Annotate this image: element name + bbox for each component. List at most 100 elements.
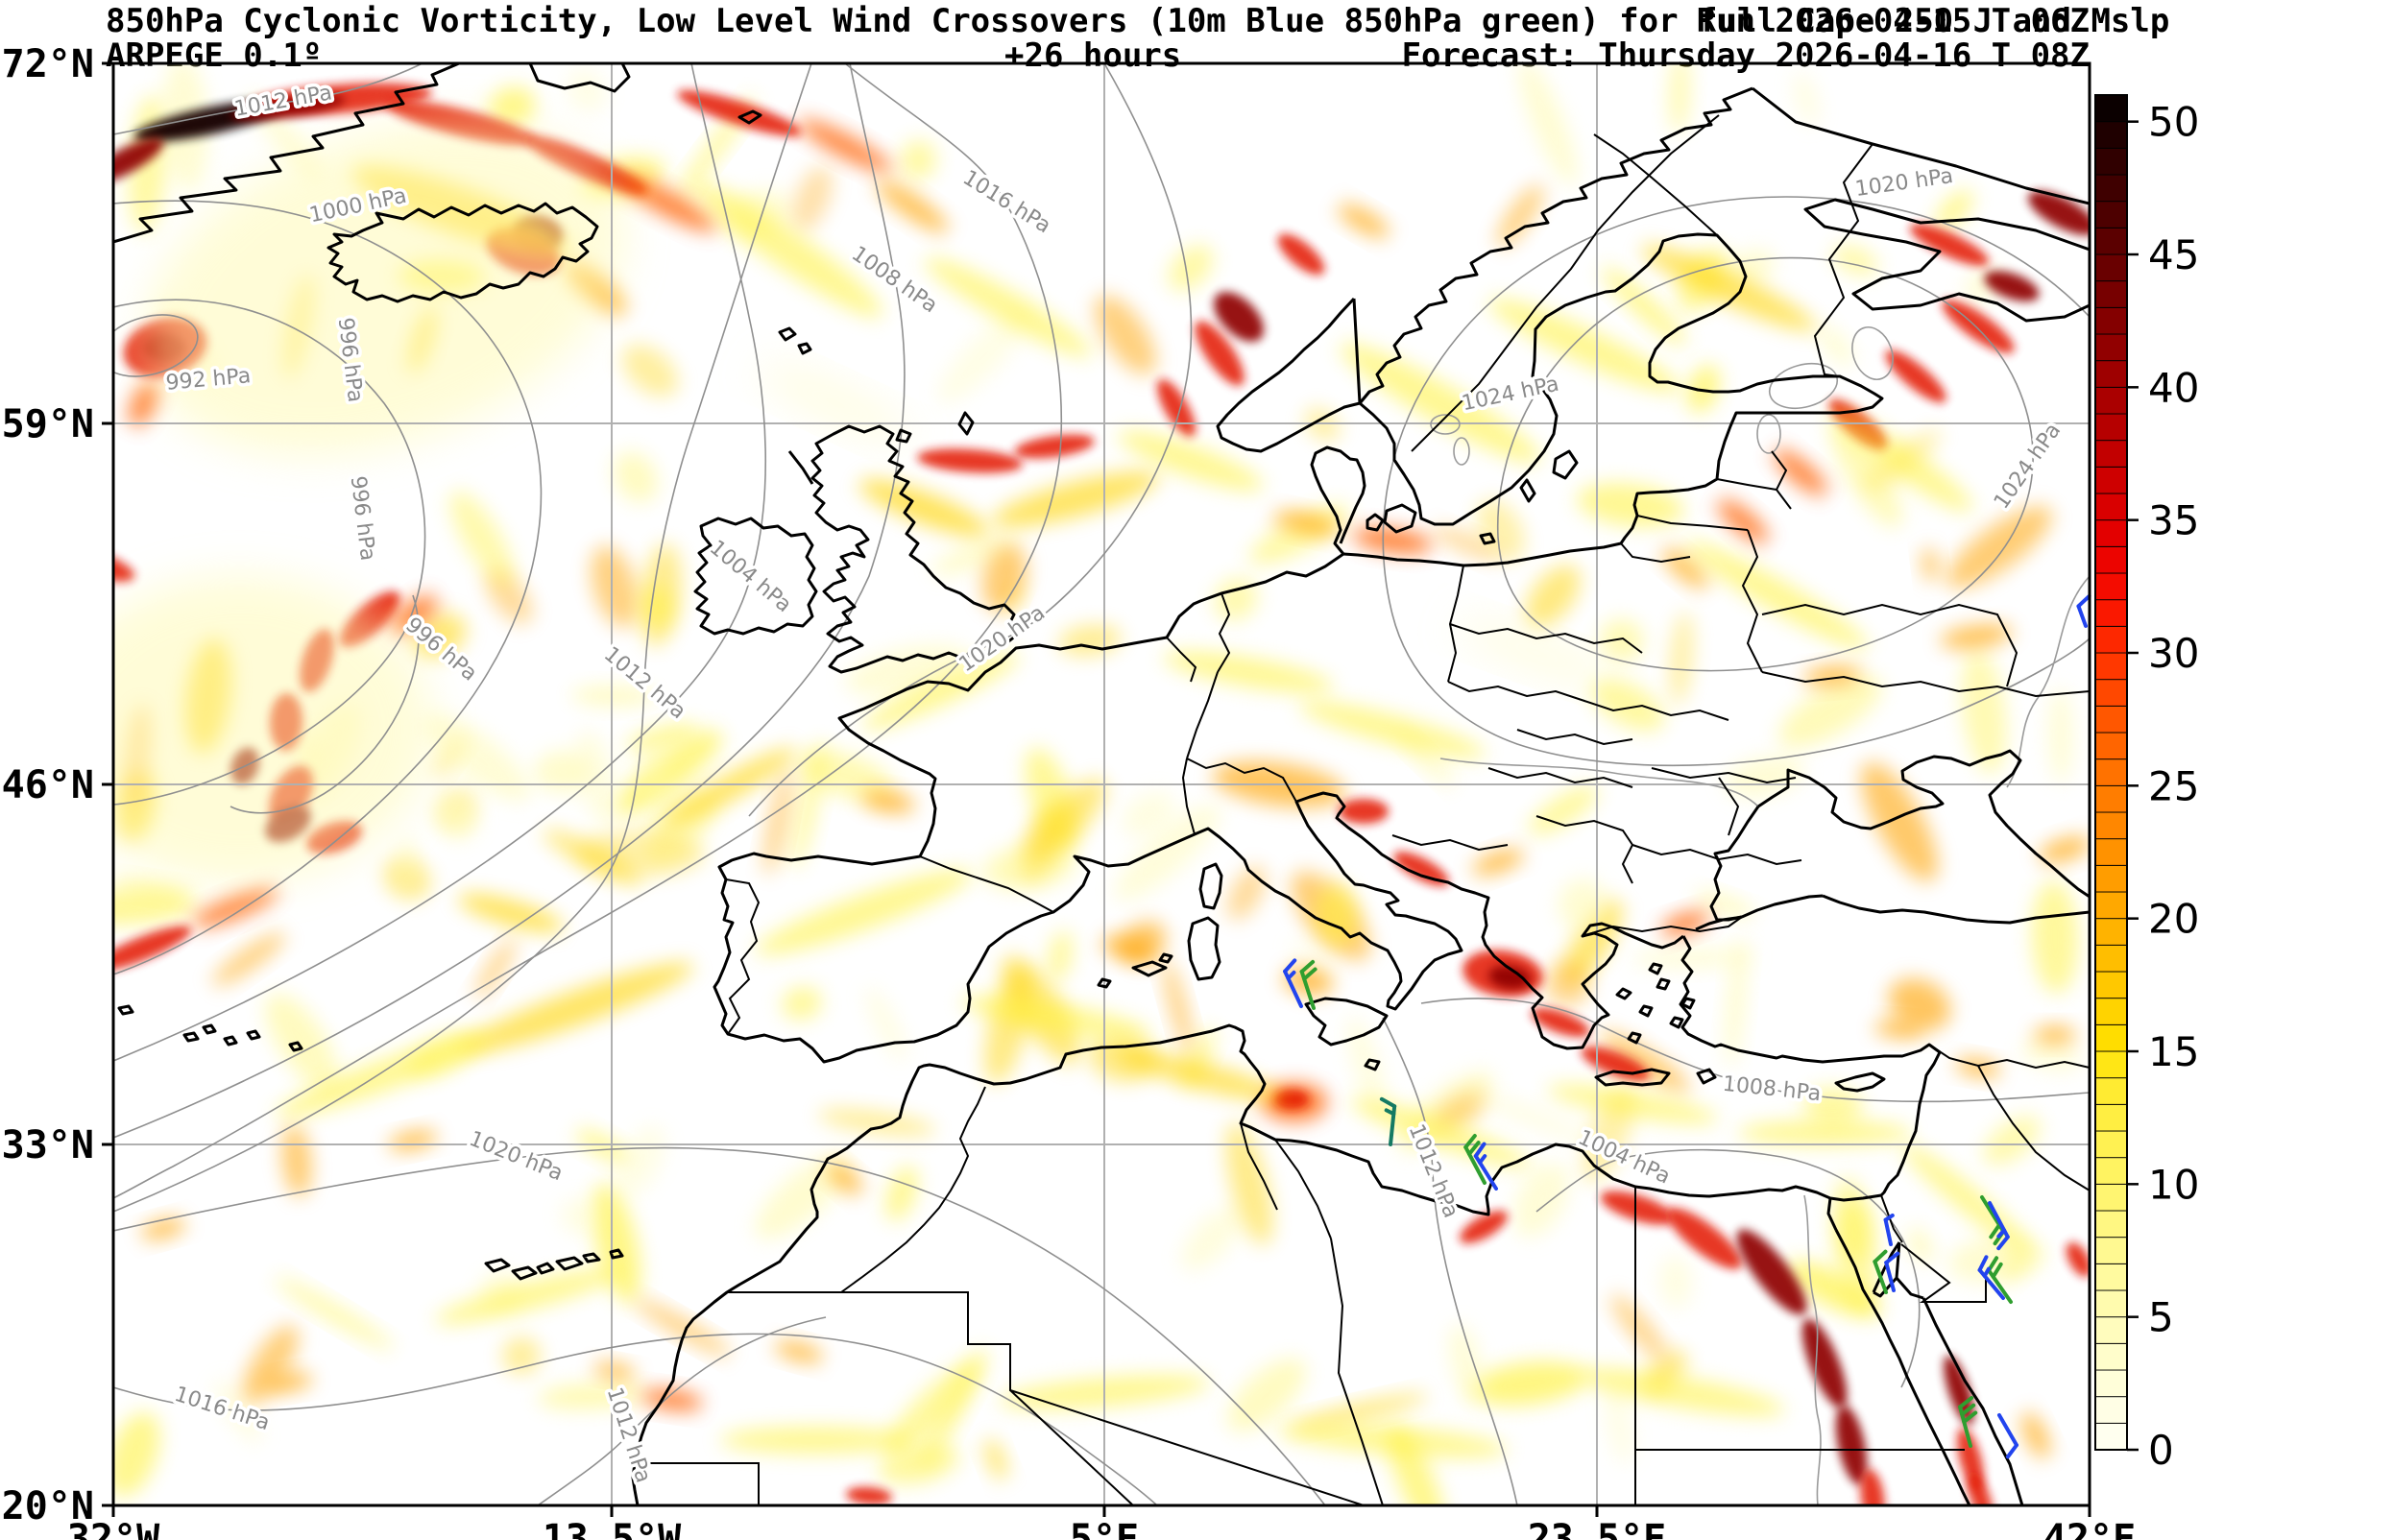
vorticity-feature bbox=[1195, 321, 1245, 386]
vorticity-feature bbox=[1885, 349, 1946, 403]
vorticity-wisp bbox=[458, 893, 564, 933]
vorticity-wisp bbox=[1829, 421, 1902, 528]
vorticity-wisp bbox=[214, 1379, 262, 1444]
colorbar-segment bbox=[2094, 1130, 2128, 1159]
isobar-label: 1004 hPa bbox=[705, 536, 796, 617]
vorticity-feature bbox=[827, 1163, 863, 1195]
isobar-label: 1020 hPa bbox=[1853, 164, 1954, 202]
colorbar-segment bbox=[2094, 838, 2128, 866]
colorbar-segment bbox=[2094, 1183, 2128, 1212]
colorbar-segment bbox=[2094, 1103, 2128, 1132]
vorticity-feature bbox=[1801, 1318, 1848, 1408]
vorticity-feature bbox=[1641, 245, 1816, 331]
vorticity-wisp bbox=[1528, 785, 1599, 835]
vorticity-feature bbox=[756, 869, 973, 955]
isobar-1020-s bbox=[113, 1146, 1326, 1505]
island-malta bbox=[1364, 1058, 1381, 1071]
vorticity-wisp bbox=[1114, 804, 1221, 902]
y-tick-label: 20°N bbox=[2, 1484, 94, 1528]
colorbar-segment bbox=[2094, 201, 2128, 229]
vorticity-wisp bbox=[1449, 1323, 1484, 1406]
colorbar-segment bbox=[2094, 784, 2128, 813]
colorbar-segment bbox=[2094, 386, 2128, 415]
lead-time-label: +26 hours bbox=[1004, 36, 1182, 75]
isobar-992 bbox=[113, 314, 199, 377]
barb-full bbox=[1379, 1096, 1397, 1109]
vorticity-wisp bbox=[1227, 1358, 1306, 1432]
vorticity-feature bbox=[1157, 378, 1196, 438]
colorbar-tick-label: 40 bbox=[2148, 364, 2199, 411]
colorbar-segment bbox=[2094, 705, 2128, 734]
vorticity-feature bbox=[143, 120, 625, 456]
wind-barb-green bbox=[1463, 1134, 1487, 1185]
lake-vattern bbox=[1453, 437, 1470, 466]
vorticity-wisp bbox=[1726, 935, 1747, 1068]
vorticity-feature bbox=[1460, 1211, 1508, 1243]
vorticity-feature bbox=[991, 470, 1160, 528]
vorticity-wisp bbox=[1496, 184, 1544, 248]
wind-barb-blue bbox=[1473, 1142, 1498, 1191]
vorticity-wisp bbox=[2047, 687, 2074, 783]
vorticity-wisp bbox=[1668, 63, 1691, 133]
vorticity-feature bbox=[798, 119, 892, 173]
colorbar-segment bbox=[2094, 280, 2128, 308]
colorbar-tick-label: 45 bbox=[2148, 231, 2199, 278]
vorticity-wisp bbox=[575, 1129, 631, 1164]
vorticity-feature bbox=[846, 1486, 892, 1505]
vorticity-feature bbox=[1661, 911, 1709, 936]
island-faroes bbox=[778, 326, 812, 355]
vorticity-feature bbox=[1014, 434, 1095, 459]
island-rhodes bbox=[1696, 1068, 1717, 1085]
coast-denmark bbox=[1310, 445, 1366, 555]
vorticity-wisp bbox=[1694, 891, 1755, 918]
vorticity-wisp bbox=[113, 889, 197, 926]
vorticity-feature bbox=[1738, 1120, 1911, 1145]
vorticity-wisp bbox=[1315, 883, 1359, 947]
vorticity-wisp bbox=[899, 140, 937, 180]
vorticity-feature bbox=[1472, 849, 1524, 876]
colorbar-outline bbox=[2094, 94, 2128, 1451]
colorbar-segment bbox=[2094, 971, 2128, 999]
colorbar-segment bbox=[2094, 440, 2128, 468]
vorticity-feature bbox=[2021, 1412, 2050, 1458]
wind-barb-blue bbox=[1988, 1201, 2010, 1251]
barb-full bbox=[1302, 967, 1317, 981]
vorticity-wisp bbox=[1525, 565, 1581, 628]
coast-norway-south bbox=[1216, 297, 1371, 453]
vorticity-feature bbox=[1662, 548, 1708, 589]
vorticity-feature bbox=[1116, 1049, 1285, 1101]
vorticity-feature bbox=[1352, 527, 1433, 554]
vorticity-wisp bbox=[1433, 526, 1500, 561]
barb-full bbox=[1989, 1222, 2002, 1239]
barb-half bbox=[1478, 1154, 1487, 1165]
colorbar-tick-label: 15 bbox=[2148, 1028, 2199, 1075]
river-nile bbox=[1803, 1194, 1822, 1505]
colorbar-segment bbox=[2094, 811, 2128, 840]
vorticity-wisp bbox=[1048, 930, 1073, 982]
wind-barb-blue bbox=[1884, 1251, 1900, 1292]
islands-aegean bbox=[1615, 962, 1696, 1045]
vorticity-feature bbox=[1272, 511, 1340, 536]
colorbar-segment bbox=[2094, 1077, 2128, 1105]
colorbar-segment bbox=[2094, 918, 2128, 946]
vorticity-feature bbox=[876, 180, 949, 233]
y-tick-label: 59°N bbox=[2, 402, 94, 446]
vorticity-wisp bbox=[567, 68, 607, 112]
island-jan-mayen bbox=[737, 109, 762, 125]
vorticity-wisp bbox=[1028, 778, 1107, 858]
colorbar-segment bbox=[2094, 227, 2128, 255]
vorticity-feature bbox=[862, 652, 1020, 731]
wind-barb-green bbox=[1958, 1396, 1978, 1448]
vorticity-wisp bbox=[791, 739, 826, 870]
vorticity-feature bbox=[1393, 852, 1449, 886]
barb-full bbox=[1996, 1235, 2010, 1251]
vorticity-wisp bbox=[883, 1359, 981, 1456]
vorticity-feature bbox=[1214, 292, 1264, 342]
colorbar-tick-label: 20 bbox=[2148, 896, 2199, 943]
island-crete bbox=[1594, 1068, 1671, 1087]
vorticity-feature bbox=[1968, 1474, 1993, 1505]
coast-sweden-baltic bbox=[1342, 232, 1884, 567]
colorbar-segment bbox=[2094, 1023, 2128, 1052]
wind-barb-blue bbox=[1883, 1213, 1895, 1246]
river-danube bbox=[1439, 758, 1759, 807]
